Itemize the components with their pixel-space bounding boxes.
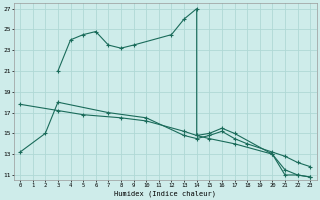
X-axis label: Humidex (Indice chaleur): Humidex (Indice chaleur) [114, 190, 216, 197]
